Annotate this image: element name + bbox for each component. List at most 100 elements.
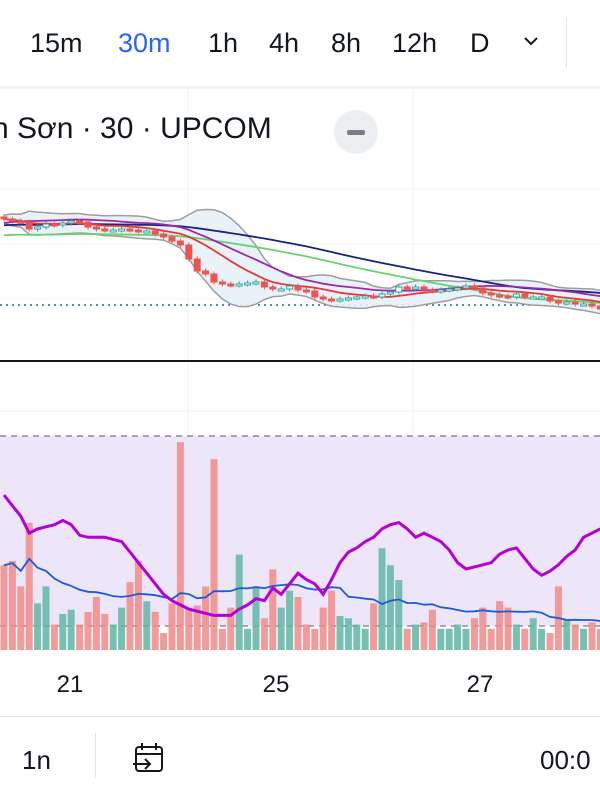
candle-body [521, 293, 529, 298]
chevron-down-icon[interactable] [520, 30, 542, 52]
candle-body [160, 233, 168, 238]
candle-body [118, 228, 126, 232]
volume-bar [563, 620, 571, 650]
bollinger-lower-line [3, 222, 600, 315]
volume-bar [8, 560, 16, 650]
volume-bar [25, 522, 33, 650]
volume-bar [546, 633, 554, 650]
volume-bar [126, 582, 134, 650]
candle-body [445, 288, 453, 292]
candle-body [370, 295, 378, 299]
candle-body [193, 258, 201, 272]
candle-body [412, 286, 420, 290]
volume-bar [580, 628, 588, 650]
volume-bar [571, 624, 579, 650]
volume-bar [395, 580, 403, 650]
candle-body [8, 218, 16, 222]
calendar-goto-icon[interactable] [130, 739, 170, 779]
bottom-bar: 1n 00:0 [0, 716, 600, 801]
candle-body [328, 298, 336, 302]
toolbar-border [0, 86, 600, 89]
timeframe-toolbar: n 15m 30m 1h 4h 8h 12h D [0, 0, 600, 86]
timeframe-8h[interactable]: 8h [331, 28, 362, 58]
volume-bar [277, 607, 285, 650]
candle-body [17, 220, 25, 224]
symbol-legend-title[interactable]: n Sơn · 30 · UPCOM [0, 112, 272, 145]
candle-body [428, 289, 436, 293]
timeframe-1h[interactable]: 1h [208, 28, 239, 58]
candle-body [487, 292, 495, 296]
candle-body [437, 289, 445, 293]
oscillator-line [2, 494, 600, 617]
timeframe-4h[interactable]: 4h [269, 28, 300, 58]
volume-bar [311, 628, 319, 650]
volume-bar [143, 601, 151, 650]
candle-body [386, 291, 394, 295]
volume-bar [118, 607, 126, 650]
candle-body [588, 303, 596, 307]
volume-bar [76, 624, 84, 650]
volume-bar [286, 590, 294, 650]
moving-averages [3, 218, 600, 304]
x-tick-label: 27 [467, 671, 494, 698]
minus-icon[interactable] [334, 110, 378, 154]
volume-ma-line [3, 557, 600, 622]
volume-bar [67, 609, 75, 650]
volume-bar [244, 628, 252, 650]
sma-navy-line [3, 223, 600, 294]
timeframe-12h[interactable]: 12h [392, 28, 438, 58]
candle-body [134, 229, 142, 233]
candle-body [218, 281, 226, 285]
volume-bar [487, 628, 495, 650]
candle-body [546, 296, 554, 302]
volume-bar [218, 628, 226, 650]
volume-bar [235, 554, 243, 650]
candle-body [151, 230, 159, 235]
clock-label: 00:0 [540, 745, 591, 775]
candle-body [529, 296, 537, 300]
timeframe-d[interactable]: D [470, 28, 490, 58]
candle-body [311, 290, 319, 298]
candle-body [50, 223, 58, 227]
volume-bar [454, 624, 462, 650]
candle-body [512, 293, 520, 298]
candle-body [67, 220, 75, 224]
x-tick-label: 25 [263, 671, 290, 698]
timeframe-30m[interactable]: 30m [118, 28, 171, 58]
candle-body [176, 240, 184, 246]
volume-bar [84, 611, 92, 650]
candle-body [403, 286, 411, 290]
candle-body [302, 289, 310, 293]
volume-bar [109, 624, 117, 650]
sma-red-line [3, 218, 600, 303]
volume-bar [34, 603, 42, 650]
volume-bar [294, 597, 302, 650]
candle-body [101, 228, 109, 232]
volume-bar [470, 618, 478, 650]
candle-body [563, 301, 571, 305]
candle-body [59, 222, 67, 226]
timeframe-partial[interactable]: n [0, 27, 1, 59]
pane-divider [0, 360, 600, 412]
volume-bar [437, 628, 445, 650]
volume-bar [50, 624, 58, 650]
range-button[interactable]: 1n [22, 745, 51, 775]
volume-bar [319, 607, 327, 650]
candle-body [554, 300, 562, 304]
timeframe-15m[interactable]: 15m [30, 28, 83, 58]
oscillator-pane [0, 435, 600, 650]
chart-canvas[interactable]: 21 25 27 [0, 89, 600, 716]
volume-bar [0, 565, 8, 650]
candle-body [336, 298, 344, 302]
x-axis: 21 25 27 [57, 671, 494, 698]
volume-bar [42, 586, 50, 650]
volume-bar [378, 548, 386, 650]
volume-bar [151, 611, 159, 650]
candle-body [0, 216, 8, 220]
oscillator-band [0, 436, 600, 626]
candle-body [395, 286, 403, 293]
candle-body [479, 287, 487, 294]
bottom-divider [95, 733, 96, 777]
volume-bar [412, 624, 420, 650]
volume-bar [344, 618, 352, 650]
